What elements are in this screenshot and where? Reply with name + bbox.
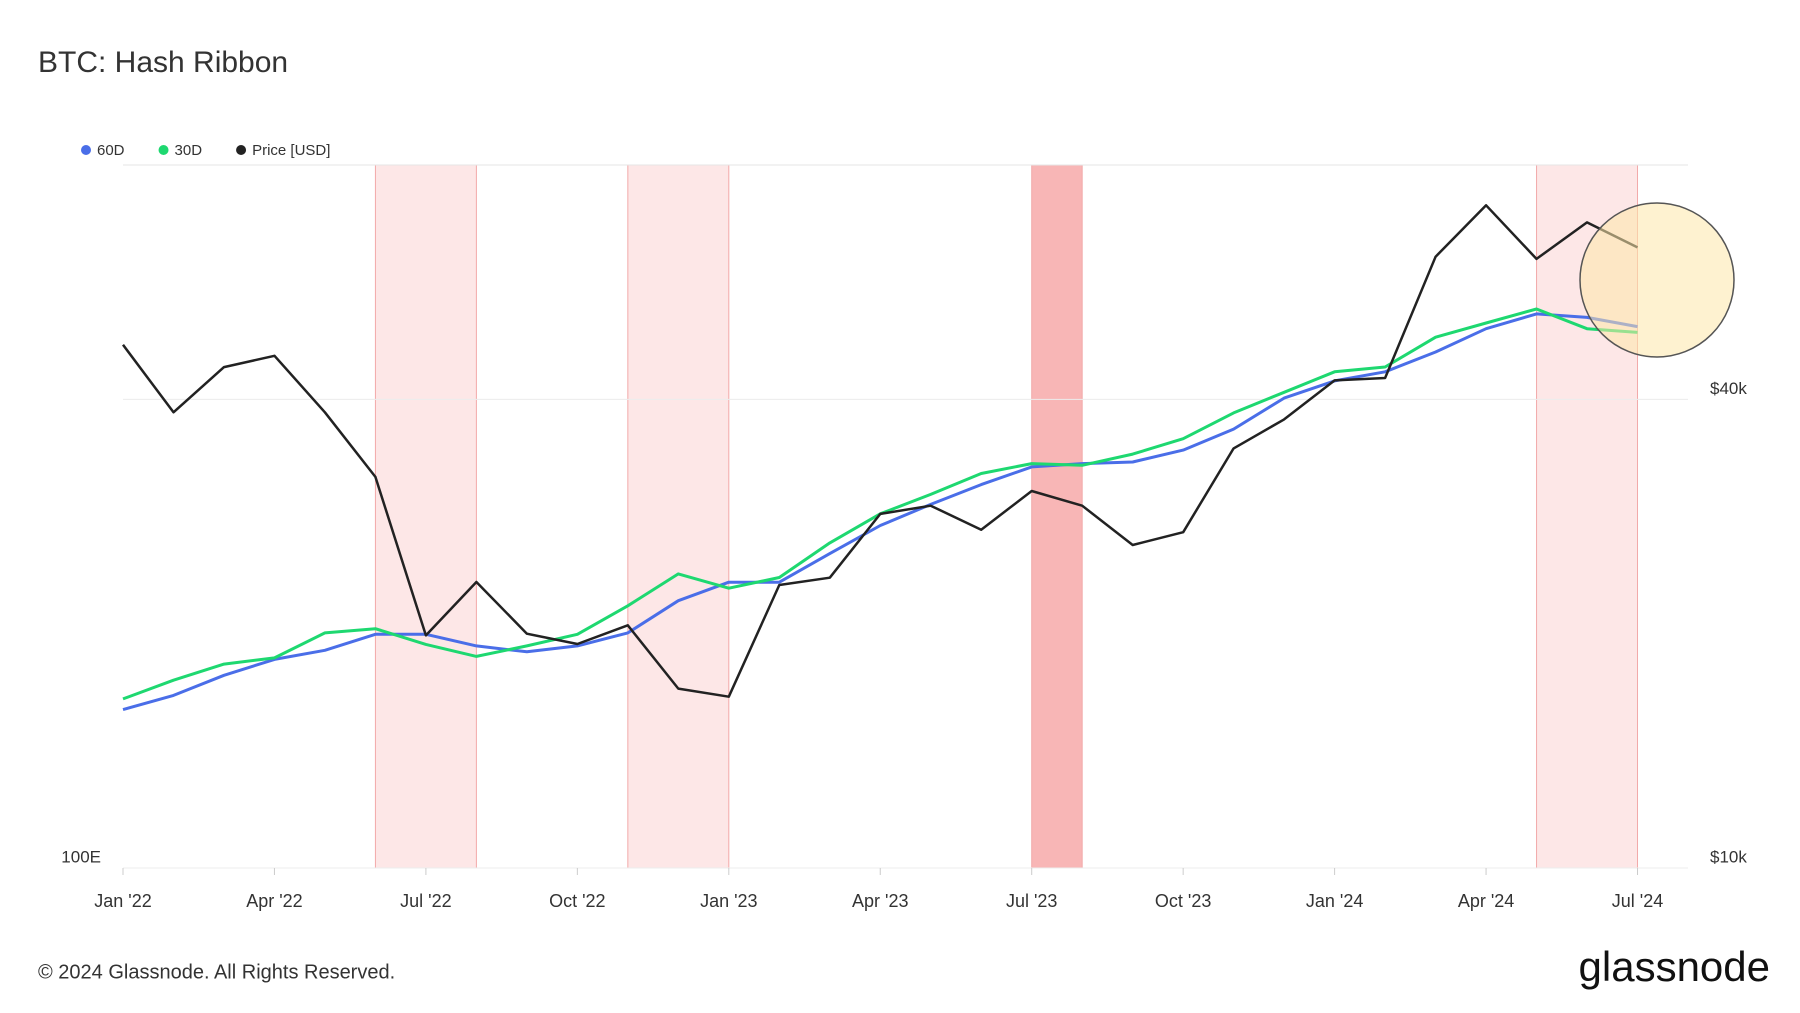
- legend-label: 60D: [97, 142, 125, 159]
- x-tick-label: Jul '22: [400, 891, 451, 911]
- legend-label: 30D: [175, 142, 203, 159]
- series-line: [121, 204, 1639, 698]
- y-tick-label: 100E: [61, 847, 101, 866]
- x-tick-label: Apr '22: [246, 891, 302, 911]
- x-tick-label: Jul '24: [1612, 891, 1663, 911]
- copyright: © 2024 Glassnode. All Rights Reserved.: [38, 961, 395, 983]
- legend-swatch: [236, 145, 247, 155]
- series-line: [122, 307, 1638, 701]
- shaded-period: [375, 165, 477, 868]
- shaded-period: [1031, 165, 1083, 868]
- series-line: [122, 312, 1638, 712]
- legend-label: Price [USD]: [252, 142, 330, 159]
- brand-logo: glassnode: [1579, 943, 1770, 990]
- legend-swatch: [81, 145, 91, 155]
- x-tick-label: Jul '23: [1006, 891, 1057, 911]
- shaded-period: [627, 165, 729, 868]
- x-tick-label: Oct '22: [549, 891, 605, 911]
- legend-swatch: [158, 145, 169, 155]
- highlight-circle: [1579, 202, 1735, 358]
- y2-tick-label: $40k: [1710, 379, 1747, 398]
- x-tick-label: Oct '23: [1155, 891, 1211, 911]
- chart-title: BTC: Hash Ribbon: [38, 46, 288, 79]
- y2-tick-label: $10k: [1710, 847, 1747, 866]
- x-tick-label: Apr '23: [852, 891, 908, 911]
- x-tick-label: Apr '24: [1458, 891, 1514, 911]
- x-tick-label: Jan '22: [94, 891, 151, 911]
- x-tick-label: Jan '24: [1306, 891, 1363, 911]
- x-tick-label: Jan '23: [700, 891, 757, 911]
